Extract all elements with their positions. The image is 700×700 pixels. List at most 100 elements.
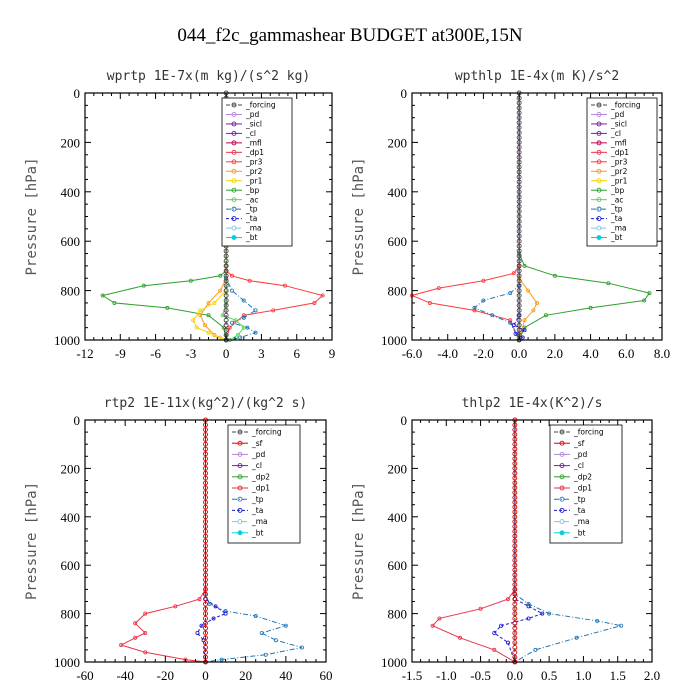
forcing-marker (512, 509, 518, 515)
forcing-marker (516, 144, 522, 150)
forcing-marker (512, 625, 518, 631)
forcing-marker (203, 645, 208, 650)
data-point (253, 308, 258, 313)
data-point (119, 643, 124, 648)
legend-marker (231, 121, 237, 127)
y-tick-label: 800 (61, 284, 81, 299)
forcing-marker (203, 543, 208, 549)
legend-label: _dp1 (610, 148, 629, 157)
forcing-marker (516, 209, 522, 215)
forcing-marker (516, 115, 522, 121)
data-point (221, 325, 226, 330)
forcing-marker (512, 504, 518, 510)
legend-marker (231, 225, 237, 231)
forcing-marker (512, 436, 518, 442)
legend-marker (237, 496, 243, 502)
legend-marker (596, 216, 602, 222)
data-point (206, 300, 211, 305)
x-tick-label: 60 (320, 668, 333, 683)
legend-marker (559, 463, 565, 469)
data-point (526, 616, 531, 621)
forcing-marker (512, 451, 518, 457)
data-point (173, 604, 178, 609)
legend-label: _cl (245, 129, 256, 138)
legend-label: _bt (610, 233, 623, 242)
forcing-marker (203, 533, 208, 539)
data-point (478, 606, 483, 611)
series-line-bp (101, 93, 227, 341)
data-point (535, 300, 540, 305)
y-tick-label: 1000 (54, 655, 80, 670)
legend-label: _pr3 (245, 157, 263, 166)
data-point (526, 288, 531, 293)
forcing-marker (512, 538, 518, 544)
legend-marker (237, 507, 243, 513)
data-point (211, 616, 216, 621)
data-point (230, 288, 235, 293)
legend-marker (231, 149, 237, 155)
data-point (271, 308, 276, 313)
forcing-marker (512, 494, 518, 500)
data-point (188, 278, 193, 283)
series-line-dp1 (431, 420, 516, 663)
forcing-marker (516, 130, 522, 135)
data-point (472, 308, 477, 313)
forcing-marker (516, 169, 522, 175)
forcing-marker (516, 302, 522, 308)
forcing-marker (203, 615, 208, 621)
panel-1: wprtp 1E-7x(m kg)/(s^2 kg) Pressure [hPa]… (24, 69, 335, 361)
data-point (540, 611, 545, 616)
data-point (143, 611, 148, 616)
legend-marker (231, 178, 237, 184)
legend-marker (231, 216, 237, 222)
forcing-marker (512, 528, 518, 534)
legend-label: _pr1 (245, 176, 263, 185)
forcing-marker (512, 582, 518, 588)
y-tick-label: 800 (388, 607, 408, 622)
forcing-marker (223, 283, 229, 289)
legend-marker (596, 206, 602, 212)
legend-label: _dp1 (251, 484, 270, 493)
x-tick-label: -20 (157, 668, 174, 683)
x-tick-label: -0.5 (470, 668, 491, 683)
forcing-marker (512, 519, 518, 525)
x-tick-label: 0.0 (511, 346, 527, 361)
legend-label: _bp (245, 186, 260, 195)
x-tick-label: 0 (223, 346, 230, 361)
x-tick-label: -1.0 (436, 668, 457, 683)
y-tick-label: 200 (388, 135, 408, 150)
legend-marker (231, 102, 237, 108)
forcing-marker (203, 519, 208, 525)
x-tick-label: 1.0 (575, 668, 591, 683)
forcing-marker (512, 427, 518, 433)
x-tick-label: -40 (116, 668, 133, 683)
data-point (100, 293, 105, 298)
forcing-marker (516, 110, 522, 116)
forcing-marker (203, 427, 208, 433)
data-point (531, 308, 536, 313)
data-point (235, 333, 240, 338)
forcing-marker (516, 243, 522, 249)
forcing-marker (223, 288, 229, 294)
forcing-marker (512, 640, 518, 646)
series-line-bp (518, 93, 651, 341)
forcing-marker (512, 620, 518, 626)
data-point (508, 291, 513, 296)
legend-label: _cl (610, 129, 621, 138)
data-point (219, 657, 224, 662)
legend-label: _pr3 (610, 157, 628, 166)
forcing-marker (512, 514, 518, 520)
forcing-marker (203, 553, 208, 558)
legend-label: _pr2 (245, 167, 263, 176)
data-point (492, 630, 497, 635)
forcing-marker (203, 611, 208, 617)
data-point (195, 630, 200, 635)
data-point (198, 308, 203, 313)
y-tick-label: 800 (388, 284, 408, 299)
forcing-marker (203, 499, 208, 505)
forcing-marker (512, 533, 518, 539)
x-tick-label: 0.0 (507, 668, 523, 683)
data-point (522, 328, 527, 333)
forcing-marker (223, 248, 229, 254)
legend-label: _mfl (245, 138, 262, 147)
